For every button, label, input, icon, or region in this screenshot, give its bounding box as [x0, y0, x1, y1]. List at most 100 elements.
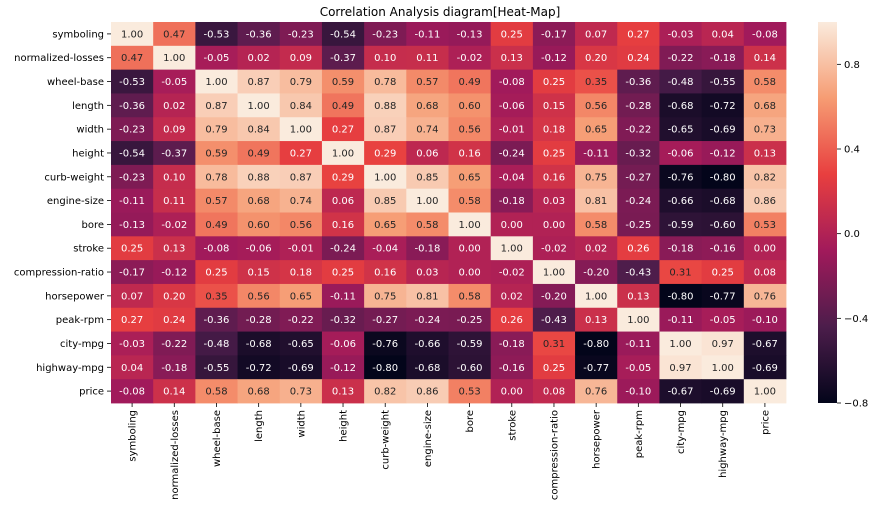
cell-value-label: 0.59 — [205, 148, 227, 159]
heatmap-cell — [237, 188, 281, 213]
heatmap-cell — [617, 212, 660, 237]
cell-value-label: 1.00 — [374, 172, 396, 183]
heatmap-cell — [321, 331, 365, 356]
heatmap-cell — [237, 141, 281, 166]
cell-value-label: 0.35 — [585, 77, 607, 88]
heatmap-cell — [153, 188, 196, 213]
heatmap-cell — [111, 45, 154, 71]
heatmap-cell — [575, 307, 618, 332]
cell-value-label: -0.08 — [204, 244, 230, 255]
heatmap-cell — [111, 355, 154, 380]
cell-value-label: 0.49 — [458, 77, 480, 88]
heatmap-cell — [406, 188, 449, 213]
cell-value-label: 0.10 — [163, 172, 185, 183]
heatmap-cell — [448, 164, 492, 190]
cell-value-label: 0.87 — [205, 101, 227, 112]
heatmap-cell — [743, 212, 787, 237]
heatmap-cell — [279, 307, 323, 332]
heatmap-cell — [364, 117, 407, 142]
heatmap-cell — [532, 117, 576, 142]
heatmap-cell — [490, 117, 534, 142]
heatmap-cell — [237, 164, 281, 190]
heatmap-cell — [364, 212, 407, 237]
cell-value-label: -0.68 — [414, 363, 440, 374]
heatmap-cell — [279, 117, 323, 142]
cell-value-label: -0.13 — [119, 220, 145, 231]
cell-value-label: -0.67 — [668, 387, 694, 398]
cell-value-label: -0.03 — [119, 339, 145, 350]
heatmap-cell — [321, 379, 365, 404]
heatmap-cell — [490, 260, 534, 285]
cell-value-label: 0.26 — [501, 315, 523, 326]
cell-value-label: -0.18 — [668, 244, 694, 255]
cell-value-label: -0.28 — [246, 315, 272, 326]
heatmap-cell — [701, 141, 745, 166]
heatmap-cell — [153, 93, 196, 118]
heatmap-cell — [406, 93, 449, 118]
cell-value-label: 0.85 — [374, 196, 396, 207]
cell-value-label: -0.02 — [161, 220, 187, 231]
cell-value-label: 0.74 — [290, 196, 312, 207]
heatmap-cell — [701, 212, 745, 237]
cell-value-label: 0.13 — [163, 244, 185, 255]
cell-value-label: -0.54 — [330, 29, 356, 40]
cell-value-label: -0.23 — [372, 29, 398, 40]
heatmap-cell — [575, 141, 618, 166]
heatmap-cell — [153, 236, 196, 261]
heatmap-cell — [448, 355, 492, 380]
cell-value-label: 0.14 — [754, 53, 776, 64]
cell-value-label: 0.16 — [332, 220, 354, 231]
heatmap-cell — [743, 188, 787, 213]
heatmap-cell — [575, 22, 618, 47]
cell-value-label: 0.68 — [416, 101, 438, 112]
x-tick-label: horsepower — [592, 409, 603, 469]
cell-value-label: 0.86 — [754, 196, 776, 207]
heatmap-cell — [743, 164, 787, 190]
heatmap-cell — [617, 164, 660, 190]
cell-value-label: -0.03 — [668, 29, 694, 40]
heatmap-cell — [701, 117, 745, 142]
heatmap-cell — [237, 45, 281, 71]
x-tick-label: length — [254, 410, 265, 442]
cell-value-label: -0.24 — [330, 244, 356, 255]
cell-value-label: 0.58 — [205, 387, 227, 398]
cell-value-label: -0.23 — [288, 29, 314, 40]
heatmap-cell — [279, 188, 323, 213]
heatmap-cell — [364, 93, 407, 118]
colorbar-tick-label: 0.4 — [844, 145, 860, 156]
x-axis-tick-labels: symboling normalized-losses wheel-base leng… — [128, 403, 771, 500]
cell-value-label: -0.11 — [330, 291, 356, 302]
heatmap-cell — [406, 45, 449, 71]
cell-value-label: 0.13 — [585, 315, 607, 326]
cell-value-label: 0.07 — [585, 29, 607, 40]
cell-value-label: 0.15 — [248, 268, 270, 279]
cell-value-label: 0.68 — [248, 196, 270, 207]
cell-value-label: -0.59 — [457, 339, 483, 350]
cell-value-label: -0.08 — [499, 77, 525, 88]
heatmap-cell — [448, 260, 492, 285]
heatmap-cell — [448, 236, 492, 261]
cell-value-label: 0.08 — [754, 268, 776, 279]
cell-value-label: -0.06 — [246, 244, 272, 255]
cell-value-label: -0.48 — [204, 339, 230, 350]
heatmap-cell — [701, 188, 745, 213]
heatmap-cell — [659, 188, 703, 213]
heatmap-cell — [406, 260, 449, 285]
heatmap-cell — [279, 164, 323, 190]
heatmap-cell — [701, 164, 745, 190]
cell-value-label: 0.00 — [754, 244, 776, 255]
cell-value-label: -0.53 — [119, 77, 145, 88]
cell-value-label: 1.00 — [458, 220, 480, 231]
heatmap-cell — [364, 236, 407, 261]
heatmap-cell — [195, 164, 238, 190]
heatmap-cell — [659, 93, 703, 118]
x-tick-label: peak-rpm — [634, 410, 645, 458]
heatmap-cell — [364, 283, 407, 309]
cell-value-label: 1.00 — [290, 125, 312, 136]
cell-value-label: 1.00 — [121, 29, 143, 40]
cell-value-label: 0.11 — [163, 196, 185, 207]
cell-value-label: -0.22 — [288, 315, 314, 326]
heatmap-cell — [279, 141, 323, 166]
cell-value-label: -0.80 — [668, 291, 694, 302]
x-tick-label: highway-mpg — [718, 410, 729, 478]
